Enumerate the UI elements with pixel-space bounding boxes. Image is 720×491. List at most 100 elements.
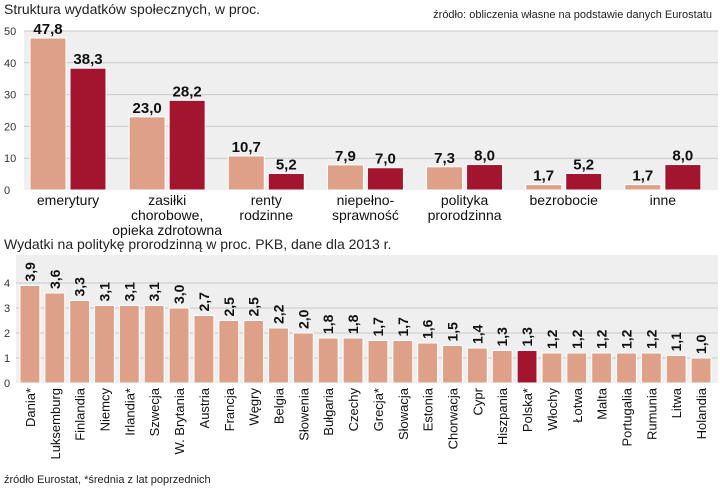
category-label: Czechy: [346, 388, 361, 432]
value-label: 1,5: [445, 322, 461, 342]
value-label: 1,3: [494, 327, 510, 347]
bar: [118, 305, 140, 384]
category-label: opieka zdrotowna: [112, 222, 222, 238]
bar: [69, 300, 91, 384]
y-tick-label: 50: [4, 26, 16, 38]
value-label: 1,0: [693, 334, 709, 354]
bar: [193, 315, 215, 384]
value-label: 3,0: [171, 284, 187, 304]
value-label: 7,0: [375, 151, 396, 168]
bar: [690, 357, 712, 384]
bar: [218, 320, 240, 384]
y-tick-label: 4: [4, 278, 10, 290]
category-label: Chorwacja: [446, 387, 461, 449]
value-label: 23,0: [133, 100, 162, 117]
bar: [94, 305, 115, 384]
y-tick-label: 0: [4, 378, 10, 390]
bar: [168, 99, 206, 191]
category-label: Grecja*: [371, 388, 386, 431]
bar: [243, 320, 265, 384]
value-label: 47,8: [33, 21, 62, 38]
bar: [267, 172, 305, 191]
bar: [19, 285, 41, 384]
category-label: Portugalia: [620, 387, 635, 446]
bar: [317, 337, 339, 384]
category-label: Irlandia*: [122, 388, 137, 436]
category-label: Niemcy: [98, 388, 113, 432]
value-label: 3,6: [47, 269, 63, 289]
bar: [566, 352, 588, 384]
category-label: zasiłki: [148, 192, 186, 208]
category-label: Włochy: [545, 388, 560, 431]
category-label: emerytury: [37, 192, 99, 208]
category-label: Słowacja: [396, 387, 411, 440]
y-tick-label: 2: [4, 328, 10, 340]
value-label: 8,0: [672, 148, 693, 165]
category-label: inne: [650, 192, 677, 208]
value-label: 3,1: [146, 282, 162, 302]
y-tick-label: 10: [4, 153, 16, 165]
bar: [466, 164, 504, 191]
bar: [326, 164, 364, 191]
bar: [665, 355, 687, 384]
chart1-title: Struktura wydatków społecznych, w proc.: [4, 1, 260, 17]
bar: [227, 155, 265, 191]
bar: [168, 307, 190, 384]
category-label: Malta: [595, 387, 610, 420]
category-label: chorobowe,: [131, 207, 203, 223]
category-label: Łotwa: [570, 387, 585, 422]
category-label: Cypr: [470, 387, 485, 415]
value-label: 2,0: [295, 309, 311, 329]
value-label: 3,9: [22, 262, 38, 282]
value-label: 1,8: [320, 314, 336, 334]
bar: [366, 167, 404, 191]
value-label: 1,7: [395, 317, 411, 337]
bar: [392, 340, 414, 384]
value-label: 1,2: [643, 329, 659, 349]
bar: [565, 172, 603, 191]
bar: [640, 352, 662, 384]
value-label: 1,2: [619, 329, 635, 349]
bar: [417, 342, 439, 384]
bar: [143, 305, 165, 384]
category-label: Węgry: [247, 388, 262, 426]
value-label: 10,7: [232, 139, 261, 156]
category-label: Luksemburg: [48, 388, 63, 460]
value-label: 3,1: [97, 282, 113, 302]
value-label: 5,2: [276, 156, 297, 173]
bar: [29, 37, 67, 191]
category-label: Bułgaria: [321, 387, 336, 435]
value-label: 1,2: [544, 329, 560, 349]
bar: [664, 164, 702, 191]
y-tick-label: 3: [4, 303, 10, 315]
category-label: bezrobocie: [529, 192, 598, 208]
category-label: niepełno-: [337, 192, 395, 208]
category-label: Szwecja: [147, 387, 162, 436]
value-label: 7,9: [335, 148, 356, 165]
chart1-source: źródło: obliczenia własne na podstawie d…: [433, 9, 712, 21]
category-label: Finlandia: [73, 387, 88, 441]
category-label: prorodzinna: [428, 207, 502, 223]
y-tick-label: 0: [4, 185, 10, 197]
bar: [442, 345, 463, 384]
category-label: Holandia: [694, 387, 709, 439]
category-label: Litwa: [669, 387, 684, 418]
value-label: 1,2: [594, 329, 610, 349]
category-label: Francja: [222, 387, 237, 431]
category-label: Dania*: [23, 388, 38, 427]
value-label: 1,6: [420, 319, 436, 339]
value-label: 1,7: [632, 168, 653, 185]
value-label: 1,2: [569, 329, 585, 349]
value-label: 1,3: [519, 327, 535, 347]
category-label: Austria: [197, 387, 212, 428]
category-label: Belgia: [272, 387, 287, 424]
value-label: 1,7: [370, 317, 386, 337]
value-label: 2,7: [196, 292, 212, 312]
category-label: Słowenia: [296, 387, 311, 441]
social-spending-chart: 0 10 20 30 40 50 47,8 38,3 emerytury 23,0 28,2 zasi…: [4, 21, 718, 238]
value-label: 7,3: [434, 150, 455, 167]
bar: [44, 292, 66, 384]
value-label: 1,4: [469, 324, 485, 344]
category-label: Estonia: [421, 387, 436, 431]
category-label: Hiszpania: [495, 387, 510, 445]
